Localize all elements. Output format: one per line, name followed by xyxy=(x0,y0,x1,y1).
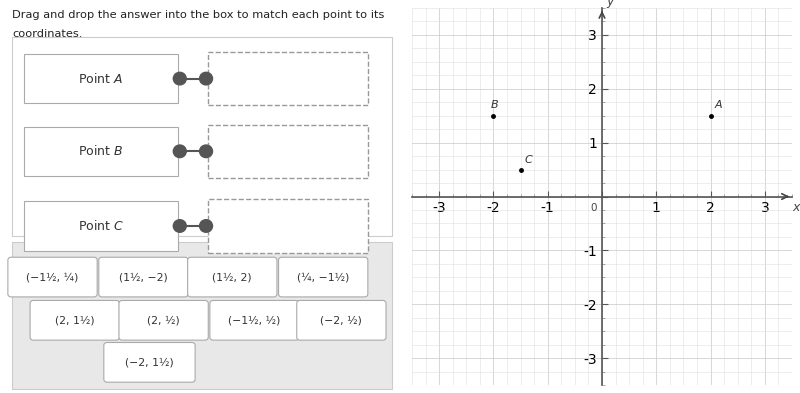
FancyBboxPatch shape xyxy=(119,300,208,340)
Text: y: y xyxy=(606,0,614,8)
Text: x: x xyxy=(793,201,800,214)
FancyBboxPatch shape xyxy=(188,257,277,297)
FancyBboxPatch shape xyxy=(12,242,392,389)
FancyBboxPatch shape xyxy=(104,342,195,382)
Text: (−1½, ¼): (−1½, ¼) xyxy=(26,272,78,282)
FancyBboxPatch shape xyxy=(208,52,368,105)
Circle shape xyxy=(199,72,213,85)
Text: (2, ½): (2, ½) xyxy=(147,315,180,325)
Text: (−2, ½): (−2, ½) xyxy=(321,315,362,325)
FancyBboxPatch shape xyxy=(297,300,386,340)
Circle shape xyxy=(199,145,213,158)
Text: A: A xyxy=(715,100,722,110)
Circle shape xyxy=(199,220,213,232)
Text: Drag and drop the answer into the box to match each point to its: Drag and drop the answer into the box to… xyxy=(12,10,385,20)
Text: (¼, −1½): (¼, −1½) xyxy=(297,272,350,282)
Circle shape xyxy=(174,72,186,85)
Text: (−1½, ½): (−1½, ½) xyxy=(228,315,281,325)
FancyBboxPatch shape xyxy=(24,54,178,103)
Text: Point $\mathit{C}$: Point $\mathit{C}$ xyxy=(78,219,124,233)
Text: B: B xyxy=(490,100,498,110)
Text: coordinates.: coordinates. xyxy=(12,29,82,39)
Circle shape xyxy=(174,220,186,232)
FancyBboxPatch shape xyxy=(208,199,368,252)
Text: Point $\mathit{A}$: Point $\mathit{A}$ xyxy=(78,72,123,86)
FancyBboxPatch shape xyxy=(210,300,299,340)
Circle shape xyxy=(174,145,186,158)
FancyBboxPatch shape xyxy=(24,201,178,251)
FancyBboxPatch shape xyxy=(98,257,188,297)
Text: 0: 0 xyxy=(590,203,597,213)
FancyBboxPatch shape xyxy=(208,125,368,178)
Text: C: C xyxy=(525,155,533,165)
FancyBboxPatch shape xyxy=(8,257,97,297)
Text: Point $\mathit{B}$: Point $\mathit{B}$ xyxy=(78,144,124,158)
FancyBboxPatch shape xyxy=(12,37,392,236)
Text: (1½, −2): (1½, −2) xyxy=(119,272,168,282)
Text: (1½, 2): (1½, 2) xyxy=(213,272,252,282)
Text: (2, 1½): (2, 1½) xyxy=(55,315,94,325)
Text: (−2, 1½): (−2, 1½) xyxy=(125,357,174,367)
FancyBboxPatch shape xyxy=(30,300,119,340)
FancyBboxPatch shape xyxy=(24,127,178,176)
FancyBboxPatch shape xyxy=(278,257,368,297)
